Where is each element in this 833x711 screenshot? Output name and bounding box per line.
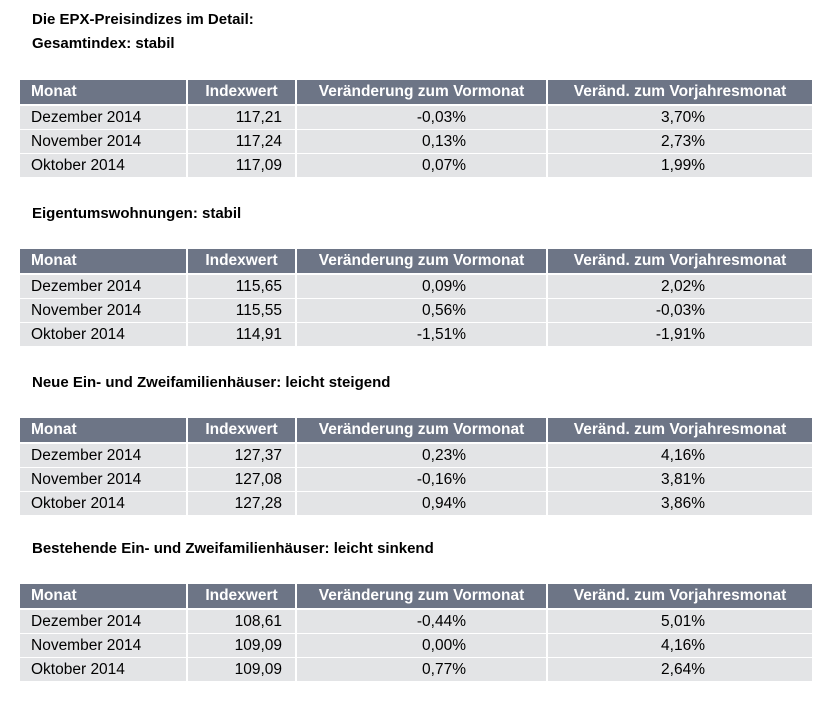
cell-mom: -1,51%	[296, 322, 548, 346]
cell-yoy: -1,91%	[547, 322, 812, 346]
cell-mom: -0,03%	[296, 105, 548, 130]
cell-month: November 2014	[20, 298, 188, 323]
table-row: Oktober 2014 109,09 0,77% 2,64%	[20, 657, 812, 681]
cell-yoy: 2,73%	[547, 129, 812, 154]
cell-yoy: 3,86%	[547, 491, 812, 515]
cell-mom: 0,07%	[296, 153, 548, 177]
cell-mom: 0,00%	[296, 633, 548, 658]
column-header-mom: Veränderung zum Vormonat	[296, 80, 548, 106]
column-header-index: Indexwert	[187, 418, 297, 444]
cell-yoy: 4,16%	[547, 443, 812, 468]
table-neue-haeuser: Monat Indexwert Veränderung zum Vormonat…	[20, 418, 812, 515]
column-header-index: Indexwert	[187, 249, 297, 275]
cell-index: 109,09	[187, 657, 297, 681]
cell-month: Dezember 2014	[20, 274, 188, 299]
section-heading-gesamtindex: Gesamtindex: stabil	[32, 35, 175, 52]
table-row: Dezember 2014 108,61 -0,44% 5,01%	[20, 609, 812, 634]
column-header-month: Monat	[20, 249, 188, 275]
table-header-row: Monat Indexwert Veränderung zum Vormonat…	[20, 249, 812, 275]
column-header-mom: Veränderung zum Vormonat	[296, 249, 548, 275]
column-header-month: Monat	[20, 80, 188, 106]
table-header-row: Monat Indexwert Veränderung zum Vormonat…	[20, 584, 812, 610]
column-header-mom: Veränderung zum Vormonat	[296, 584, 548, 610]
cell-month: Dezember 2014	[20, 105, 188, 130]
table-header-row: Monat Indexwert Veränderung zum Vormonat…	[20, 80, 812, 106]
column-header-yoy: Veränd. zum Vorjahresmonat	[547, 418, 812, 444]
cell-month: November 2014	[20, 467, 188, 492]
cell-month: Oktober 2014	[20, 153, 188, 177]
cell-index: 115,55	[187, 298, 297, 323]
cell-yoy: 1,99%	[547, 153, 812, 177]
cell-mom: 0,77%	[296, 657, 548, 681]
cell-yoy: -0,03%	[547, 298, 812, 323]
table-row: Oktober 2014 117,09 0,07% 1,99%	[20, 153, 812, 177]
cell-mom: 0,56%	[296, 298, 548, 323]
column-header-index: Indexwert	[187, 584, 297, 610]
cell-mom: -0,16%	[296, 467, 548, 492]
cell-yoy: 4,16%	[547, 633, 812, 658]
cell-index: 117,09	[187, 153, 297, 177]
cell-yoy: 3,70%	[547, 105, 812, 130]
table-gesamtindex: Monat Indexwert Veränderung zum Vormonat…	[20, 80, 812, 177]
cell-month: November 2014	[20, 633, 188, 658]
cell-month: November 2014	[20, 129, 188, 154]
section-heading-neue-haeuser: Neue Ein- und Zweifamilienhäuser: leicht…	[32, 374, 391, 391]
cell-month: Oktober 2014	[20, 657, 188, 681]
table-row: November 2014 109,09 0,00% 4,16%	[20, 633, 812, 658]
table-row: Dezember 2014 117,21 -0,03% 3,70%	[20, 105, 812, 130]
table-row: Oktober 2014 114,91 -1,51% -1,91%	[20, 322, 812, 346]
table-header-row: Monat Indexwert Veränderung zum Vormonat…	[20, 418, 812, 444]
column-header-mom: Veränderung zum Vormonat	[296, 418, 548, 444]
cell-index: 117,21	[187, 105, 297, 130]
column-header-month: Monat	[20, 584, 188, 610]
cell-index: 127,28	[187, 491, 297, 515]
cell-yoy: 2,64%	[547, 657, 812, 681]
cell-index: 127,08	[187, 467, 297, 492]
table-row: November 2014 127,08 -0,16% 3,81%	[20, 467, 812, 492]
column-header-month: Monat	[20, 418, 188, 444]
table-bestehende-haeuser: Monat Indexwert Veränderung zum Vormonat…	[20, 584, 812, 681]
section-heading-eigentumswohnungen: Eigentumswohnungen: stabil	[32, 205, 242, 222]
cell-mom: -0,44%	[296, 609, 548, 634]
cell-mom: 0,94%	[296, 491, 548, 515]
cell-mom: 0,23%	[296, 443, 548, 468]
cell-mom: 0,13%	[296, 129, 548, 154]
table-row: November 2014 115,55 0,56% -0,03%	[20, 298, 812, 323]
table-row: Dezember 2014 127,37 0,23% 4,16%	[20, 443, 812, 468]
cell-index: 127,37	[187, 443, 297, 468]
cell-month: Dezember 2014	[20, 443, 188, 468]
cell-index: 108,61	[187, 609, 297, 634]
column-header-yoy: Veränd. zum Vorjahresmonat	[547, 584, 812, 610]
table-eigentumswohnungen: Monat Indexwert Veränderung zum Vormonat…	[20, 249, 812, 346]
cell-yoy: 3,81%	[547, 467, 812, 492]
table-row: Oktober 2014 127,28 0,94% 3,86%	[20, 491, 812, 515]
table-row: Dezember 2014 115,65 0,09% 2,02%	[20, 274, 812, 299]
cell-index: 115,65	[187, 274, 297, 299]
column-header-yoy: Veränd. zum Vorjahresmonat	[547, 249, 812, 275]
cell-index: 117,24	[187, 129, 297, 154]
table-row: November 2014 117,24 0,13% 2,73%	[20, 129, 812, 154]
cell-yoy: 2,02%	[547, 274, 812, 299]
cell-month: Dezember 2014	[20, 609, 188, 634]
cell-index: 114,91	[187, 322, 297, 346]
column-header-yoy: Veränd. zum Vorjahresmonat	[547, 80, 812, 106]
section-heading-bestehende-haeuser: Bestehende Ein- und Zweifamilienhäuser: …	[32, 540, 434, 557]
column-header-index: Indexwert	[187, 80, 297, 106]
page-title: Die EPX-Preisindizes im Detail:	[32, 11, 254, 28]
cell-yoy: 5,01%	[547, 609, 812, 634]
cell-month: Oktober 2014	[20, 322, 188, 346]
cell-mom: 0,09%	[296, 274, 548, 299]
cell-index: 109,09	[187, 633, 297, 658]
cell-month: Oktober 2014	[20, 491, 188, 515]
